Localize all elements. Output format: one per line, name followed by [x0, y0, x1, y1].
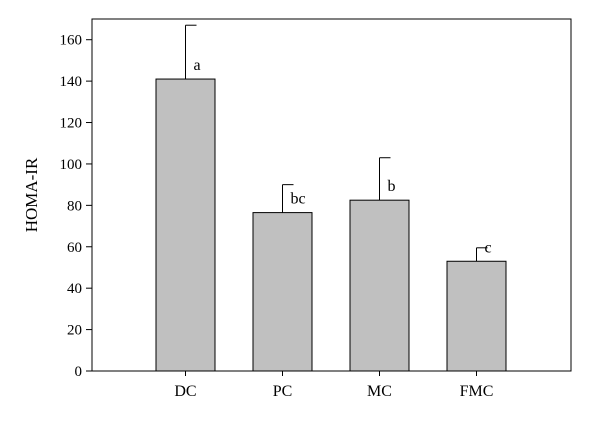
y-tick-label: 60: [67, 240, 82, 256]
x-category-label-pc: PC: [273, 383, 293, 400]
x-category-label-fmc: FMC: [460, 383, 494, 400]
bar-fmc: [446, 260, 507, 372]
y-tick-label: 40: [67, 281, 82, 297]
significance-label-fmc: c: [485, 239, 492, 256]
y-tick-label: 20: [67, 323, 82, 339]
bar-dc: [155, 78, 216, 372]
x-category-label-dc: DC: [174, 383, 196, 400]
y-tick-label: 140: [60, 74, 83, 90]
y-tick-label: 120: [60, 116, 83, 132]
y-axis-title: HOMA-IR: [22, 157, 41, 232]
y-tick-label: 160: [60, 33, 83, 49]
y-tick-label: 0: [75, 364, 83, 380]
significance-label-dc: a: [194, 57, 201, 74]
plot-frame: [91, 18, 572, 372]
significance-label-mc: b: [388, 178, 396, 195]
x-category-label-mc: MC: [367, 383, 392, 400]
y-axis: 0 20 40 60 80 100 120 140 160: [60, 33, 92, 380]
bar-pc: [252, 212, 313, 372]
y-tick-label: 80: [67, 198, 82, 214]
x-axis: DC PC MC FMC: [174, 371, 493, 400]
bar-mc: [349, 199, 410, 372]
y-tick-label: 100: [60, 157, 83, 173]
significance-label-pc: bc: [291, 191, 306, 208]
